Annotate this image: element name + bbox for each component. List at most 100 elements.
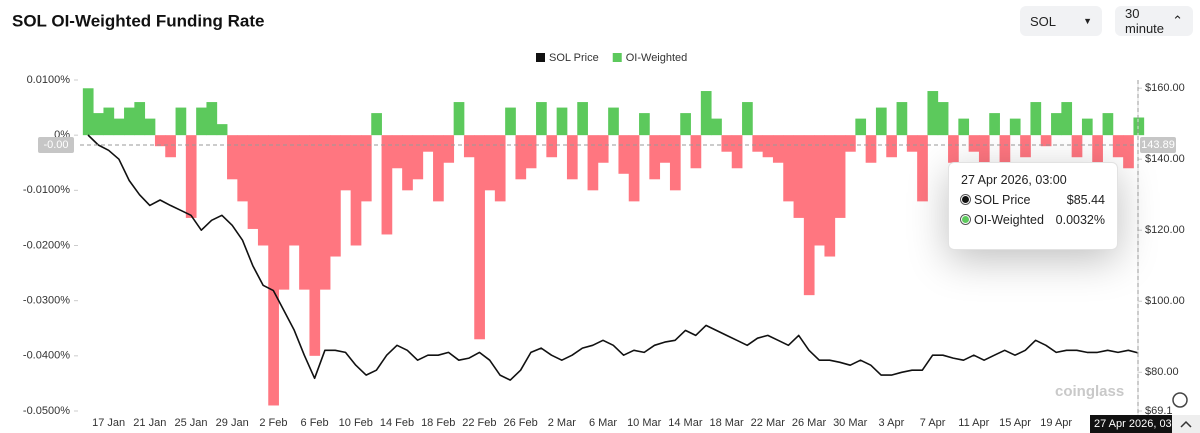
crosshair-y2-box (1140, 137, 1176, 153)
y2-tick-label: $120.00 (1145, 224, 1185, 236)
axes: 0.0100%0%-0.0100%-0.0200%-0.0300%-0.0400… (23, 74, 1185, 429)
interval-select[interactable]: 30 minute ⌃ (1115, 6, 1193, 36)
funding-bar (463, 135, 475, 158)
legend: SOL Price OI-Weighted (536, 52, 687, 64)
tooltip-name: OI-Weighted (974, 213, 1044, 227)
funding-bar (257, 135, 269, 246)
funding-bar (803, 135, 815, 296)
funding-bar (422, 135, 434, 152)
crosshair-x-label: 27 Apr 2026, 03: (1094, 418, 1175, 430)
x-tick-label: 29 Jan (216, 417, 249, 429)
funding-bar (546, 135, 558, 158)
funding-bar (278, 135, 290, 290)
symbol-select[interactable]: SOL ▼ (1020, 6, 1102, 36)
funding-bar (1081, 118, 1093, 136)
funding-bar (896, 102, 908, 136)
funding-bar (402, 135, 413, 191)
funding-bar (772, 135, 784, 163)
funding-bar (711, 118, 722, 136)
funding-bar (443, 135, 455, 163)
funding-bar (865, 135, 877, 163)
legend-label: OI-Weighted (626, 52, 688, 64)
funding-bar (433, 135, 444, 202)
funding-bar (268, 135, 279, 406)
interval-value: 30 minute (1125, 6, 1165, 36)
x-tick-label: 18 Mar (709, 417, 744, 429)
funding-bar (144, 118, 156, 136)
legend-label: SOL Price (549, 52, 599, 64)
scroll-top[interactable] (1172, 415, 1200, 433)
x-tick-label: 14 Feb (380, 417, 414, 429)
funding-bar (845, 135, 856, 152)
funding-bar (196, 107, 207, 136)
x-tick-label: 6 Feb (301, 417, 329, 429)
funding-bar (175, 107, 187, 136)
funding-bar (886, 135, 897, 158)
funding-bar (1102, 113, 1114, 136)
x-tick-label: 2 Mar (548, 417, 576, 429)
funding-bar (556, 107, 568, 136)
crosshair-y-label: -0.00 (43, 139, 68, 151)
x-tick-label: 15 Apr (999, 417, 1031, 429)
funding-bar (958, 118, 970, 136)
funding-bar (247, 135, 259, 229)
y-tick-label: 0.0100% (27, 74, 71, 86)
y-tick-label: -0.0100% (23, 184, 70, 196)
y-tick-label: -0.0300% (23, 295, 70, 307)
symbol-value: SOL (1030, 13, 1057, 29)
funding-bar (999, 135, 1011, 163)
funding-bar (917, 135, 928, 202)
tooltip-title: 27 Apr 2026, 03:00 (961, 173, 1067, 187)
funding-bar (237, 135, 249, 202)
funding-bar (340, 135, 352, 191)
funding-bar (515, 135, 527, 180)
x-tick-label: 6 Mar (589, 417, 617, 429)
scroll-top-icon (1180, 420, 1192, 428)
funding-bar (103, 107, 115, 136)
reset-icon[interactable] (1172, 392, 1188, 408)
funding-bar (875, 107, 887, 136)
caret: ▼ (1083, 16, 1092, 26)
funding-bar (742, 102, 753, 136)
funding-bar (597, 135, 609, 163)
chart-title: SOL OI-Weighted Funding Rate (12, 11, 264, 30)
funding-bar (1133, 117, 1145, 136)
funding-bar (948, 135, 959, 163)
funding-bar (680, 113, 691, 136)
funding-bar (1071, 135, 1083, 158)
funding-bar (690, 135, 702, 169)
funding-bar (185, 135, 197, 218)
x-tick-label: 22 Mar (751, 417, 786, 429)
funding-bar (968, 135, 980, 152)
funding-bar (505, 107, 516, 136)
watermark: coinglass (1055, 383, 1124, 400)
x-tick-label: 26 Mar (792, 417, 827, 429)
funding-bar (1092, 135, 1103, 163)
funding-bar (371, 113, 382, 136)
funding-bar (793, 135, 805, 218)
funding-bar (608, 107, 619, 136)
y-tick-label: -0.0500% (23, 405, 70, 417)
crosshair-y2-label: 143.89 (1141, 139, 1175, 151)
funding-bar (165, 135, 176, 158)
funding-bar (783, 135, 794, 202)
tooltip-row: SOL Price $85.44 (961, 193, 1105, 207)
x-tick-label: 2 Feb (259, 417, 287, 429)
y2-tick-label: $69.1 (1145, 405, 1173, 417)
y-tick-label: -0.0400% (23, 350, 70, 362)
y-tick-label: -0.0200% (23, 239, 70, 251)
funding-bar (1061, 102, 1073, 136)
bars (82, 88, 1145, 406)
funding-bar (628, 135, 640, 202)
x-tick-label: 26 Feb (503, 417, 537, 429)
funding-bar (227, 135, 238, 180)
funding-bar (659, 135, 671, 163)
funding-bar (474, 135, 485, 340)
funding-bar (360, 135, 372, 202)
funding-bar (1009, 118, 1021, 136)
funding-bar (906, 135, 918, 152)
tooltip: 27 Apr 2026, 03:00 SOL Price $85.44 OI-We… (948, 162, 1118, 250)
funding-bar (525, 135, 537, 169)
